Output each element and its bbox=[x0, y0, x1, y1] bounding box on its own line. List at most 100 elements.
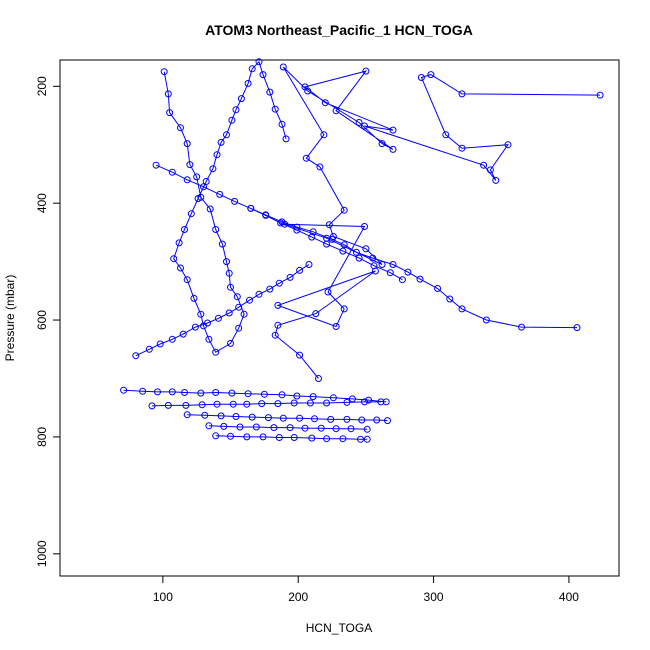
data-point bbox=[194, 195, 202, 202]
data-point bbox=[343, 398, 351, 406]
data-point bbox=[596, 91, 604, 99]
data-point bbox=[340, 305, 348, 313]
data-point bbox=[186, 161, 194, 169]
data-point bbox=[148, 402, 156, 410]
data-point bbox=[223, 131, 230, 139]
data-point bbox=[181, 226, 188, 233]
data-point bbox=[274, 400, 282, 408]
data-point bbox=[255, 290, 263, 298]
data-point bbox=[278, 391, 286, 399]
data-point bbox=[290, 399, 298, 407]
data-point bbox=[404, 268, 412, 276]
data-point bbox=[209, 165, 217, 173]
series-line bbox=[135, 264, 310, 357]
data-point bbox=[132, 352, 140, 360]
data-point bbox=[357, 435, 364, 443]
data-point bbox=[363, 425, 371, 433]
data-point bbox=[227, 432, 234, 440]
data-point bbox=[286, 424, 294, 432]
data-point bbox=[327, 415, 335, 423]
data-point bbox=[206, 205, 214, 213]
data-point bbox=[181, 389, 188, 396]
data-point bbox=[332, 107, 340, 115]
series-10 bbox=[152, 161, 406, 284]
data-point bbox=[362, 67, 370, 75]
data-point bbox=[205, 335, 213, 343]
data-point bbox=[312, 310, 320, 318]
data-point bbox=[309, 393, 317, 401]
data-point bbox=[252, 423, 260, 431]
data-point bbox=[139, 387, 147, 395]
data-point bbox=[274, 321, 282, 329]
data-point bbox=[231, 197, 239, 205]
data-point bbox=[243, 400, 251, 408]
data-point bbox=[225, 309, 233, 317]
data-point bbox=[259, 71, 267, 79]
data-point bbox=[202, 178, 210, 185]
data-point bbox=[446, 295, 454, 303]
data-point bbox=[279, 414, 287, 422]
data-point bbox=[275, 434, 283, 441]
data-point bbox=[232, 413, 240, 420]
data-point bbox=[214, 314, 222, 322]
series-2 bbox=[160, 58, 290, 356]
data-point bbox=[164, 90, 172, 98]
data-point bbox=[504, 141, 512, 149]
data-point bbox=[262, 211, 270, 219]
data-point bbox=[301, 424, 309, 432]
data-point bbox=[168, 388, 176, 396]
data-point bbox=[458, 90, 466, 98]
data-point bbox=[365, 396, 373, 404]
data-point bbox=[237, 95, 245, 103]
data-point bbox=[492, 176, 500, 184]
data-point bbox=[264, 414, 272, 422]
data-point bbox=[352, 248, 360, 256]
data-point bbox=[183, 276, 191, 284]
data-point bbox=[229, 400, 237, 408]
data-point bbox=[308, 233, 316, 241]
data-point bbox=[332, 323, 340, 330]
data-point bbox=[190, 294, 198, 302]
data-point bbox=[329, 394, 337, 402]
data-point bbox=[362, 245, 370, 253]
data-point bbox=[427, 71, 435, 79]
data-point bbox=[323, 435, 331, 443]
data-point bbox=[293, 226, 301, 234]
data-point bbox=[323, 240, 331, 248]
data-point bbox=[458, 305, 466, 313]
data-point bbox=[398, 276, 406, 284]
data-point bbox=[260, 390, 268, 398]
y-tick-label: 600 bbox=[35, 310, 49, 330]
data-point bbox=[120, 386, 128, 394]
data-point bbox=[328, 235, 336, 243]
data-point bbox=[290, 434, 298, 441]
series-line bbox=[151, 401, 381, 407]
data-point bbox=[458, 144, 466, 152]
data-point bbox=[177, 264, 184, 272]
y-tick-label: 200 bbox=[35, 76, 49, 96]
data-point bbox=[191, 323, 199, 331]
series-5 bbox=[183, 411, 391, 425]
data-point bbox=[227, 283, 234, 291]
data-point bbox=[236, 423, 244, 431]
data-point bbox=[246, 296, 253, 304]
data-point bbox=[271, 331, 279, 339]
data-point bbox=[164, 401, 172, 409]
data-point bbox=[275, 279, 283, 287]
data-point bbox=[296, 266, 304, 274]
data-point bbox=[340, 241, 348, 249]
data-point bbox=[389, 126, 397, 134]
data-point bbox=[152, 161, 160, 169]
series-layer bbox=[120, 58, 604, 443]
chart-title: ATOM3 Northeast_Pacific_1 HCN_TOGA bbox=[205, 22, 473, 38]
data-point bbox=[389, 145, 397, 153]
data-point bbox=[244, 79, 252, 87]
data-point bbox=[302, 154, 310, 162]
data-point bbox=[212, 348, 220, 356]
data-point bbox=[212, 432, 220, 440]
data-point bbox=[168, 168, 176, 176]
data-point bbox=[197, 389, 205, 397]
data-point bbox=[198, 401, 206, 409]
data-point bbox=[486, 166, 494, 174]
